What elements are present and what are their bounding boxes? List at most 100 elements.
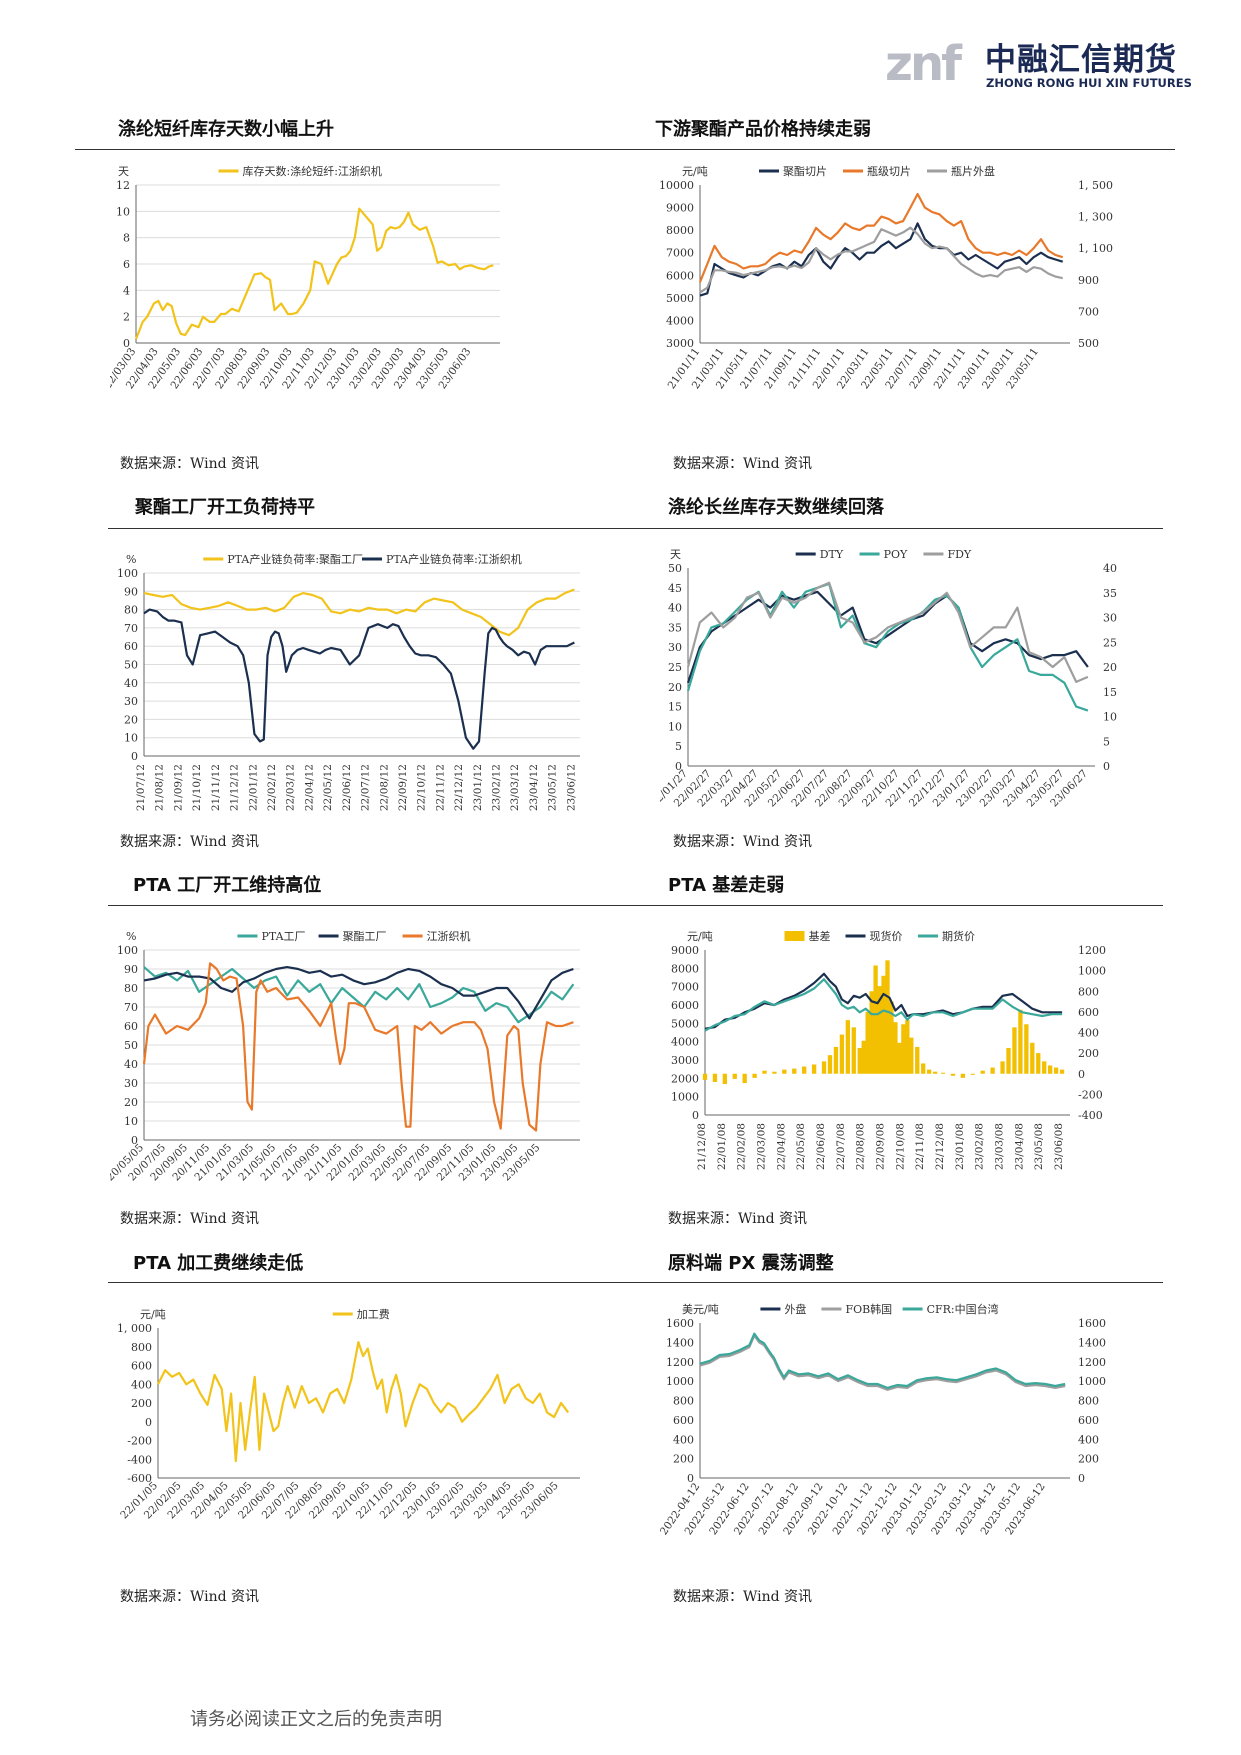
x-tick-label: 22/10/08 [894,1123,906,1170]
x-tick-label: 22/07/12 [360,764,372,811]
y-tick-label: 100 [117,567,138,580]
y2-tick-label: -200 [1078,1088,1103,1101]
y2-tick-label: 500 [1078,337,1099,350]
y-tick-label: 400 [131,1378,152,1391]
y-tick-label: 5000 [666,292,694,305]
basis-bar [865,1011,870,1074]
x-tick-label: 21/07/12 [135,764,147,811]
basis-bar [921,1063,926,1074]
y-tick-label: 2000 [671,1072,699,1085]
basis-bar [927,1069,932,1074]
y-tick-label: 50 [124,659,138,672]
chart-panel: 0 200 400 600 800 1000 1200 1400 1600 0 200 400 600 8… [660,1293,1120,1583]
basis-bar [851,1027,856,1074]
legend-label: CFR:中国台湾 [927,1302,999,1316]
y-tick-label: 50 [124,1039,138,1052]
y2-tick-label: 5 [1103,735,1110,748]
y-tick-label: 20 [668,681,682,694]
y-tick-label: 3000 [671,1054,699,1067]
legend-label: PTA工厂 [261,930,305,943]
y-tick-label: 800 [673,1395,694,1408]
legend-label: 聚酯工厂 [343,930,387,943]
y-tick-label: 1000 [666,1375,694,1388]
basis-bar [940,1072,946,1074]
x-tick-label: 22/04/12 [303,764,315,811]
x-tick-label: 23/03/12 [509,764,521,811]
y-tick-label: -600 [127,1472,152,1485]
y2-tick-label: 1600 [1078,1317,1106,1330]
y-tick-label: 5 [675,740,682,753]
y-unit-label: 元/吨 [687,930,713,943]
series-line [686,581,1089,683]
legend-label: 加工费 [357,1308,390,1321]
series-line [699,1334,1066,1391]
x-tick-label: 22/08/12 [378,764,390,811]
x-tick-label: 23/05/12 [547,764,559,811]
basis-bar [833,1046,839,1074]
y-tick-label: 20 [124,1096,138,1109]
basis-bar [821,1061,827,1074]
x-tick-label: 22/10/12 [416,764,428,811]
basis-bar [885,960,890,1074]
y-unit-label: 元/吨 [140,1308,166,1321]
y-tick-label: 7000 [671,981,699,994]
legend-swatch [784,931,805,941]
y2-tick-label: 600 [1078,1414,1099,1427]
y-tick-label: 6000 [671,999,699,1012]
y-tick-label: 0 [123,337,130,350]
x-tick-label: 22/09/08 [875,1123,887,1170]
basis-bar [1030,1042,1035,1074]
x-tick-label: 22/12/12 [453,764,465,811]
y-tick-label: 10 [124,1115,138,1128]
y-tick-label: 8 [123,232,130,245]
section-title: 涤纶长丝库存天数继续回落 [668,497,884,518]
divider [108,1282,1163,1283]
y-tick-label: 10 [668,720,682,733]
x-tick-label: 22/05/08 [795,1123,807,1170]
x-tick-label: 21/11/12 [210,764,222,811]
chart-panel: 0 5 10 15 20 25 30 35 40 45 50 0 5 10 15 20 25 30 35 40 天 22/… [660,538,1120,828]
legend-label: FDY [947,548,971,561]
x-tick-label: 23/06/12 [565,764,577,811]
y-tick-label: 50 [668,562,682,575]
basis-bar [762,1070,767,1074]
y2-tick-label: 400 [1078,1433,1099,1446]
y-tick-label: 9000 [666,202,694,215]
y-tick-label: 9000 [671,944,699,957]
y2-tick-label: 1000 [1078,965,1106,978]
chart-staple-fiber-inventory: 024681012天22/03/0322/04/0322/05/0322/06/… [110,164,500,391]
x-tick-label: 22/11/12 [434,764,446,811]
y-tick-label: 15 [668,701,682,714]
y-tick-label: 60 [124,1020,138,1033]
y-tick-label: 40 [124,677,138,690]
chart-polyester-prices: 3000 4000 5000 6000 7000 8000 9000 10000 500 700 9… [660,164,1113,391]
basis-bar [1042,1061,1047,1074]
y2-tick-label: 1200 [1078,944,1106,957]
series-line [143,965,574,1020]
y2-tick-label: 200 [1078,1047,1099,1060]
y-tick-label: 30 [668,641,682,654]
basis-bar [901,1024,906,1074]
chart-panel: -600 -400 -200 0 200 400 600 800 1, 000 元/吨 22/01/… [110,1293,590,1583]
basis-bar [827,1055,833,1074]
y-unit-label: 天 [118,165,129,178]
section-title: 原料端 PX 震荡调整 [668,1253,834,1274]
y-tick-label: 6 [123,258,130,271]
y-tick-label: 600 [673,1414,694,1427]
y-tick-label: 80 [124,604,138,617]
y-tick-label: 8000 [666,224,694,237]
data-source: 数据来源：Wind 资讯 [673,456,813,472]
basis-bar [782,1069,787,1074]
basis-bar [990,1067,995,1074]
basis-bar [1012,1027,1017,1074]
basis-bar [905,1020,910,1074]
y2-tick-label: -400 [1078,1109,1103,1122]
basis-bar [802,1066,807,1074]
company-name-en: ZHONG RONG HUI XIN FUTURES [986,76,1192,90]
basis-bar [1006,1047,1011,1074]
data-source: 数据来源：Wind 资讯 [120,456,260,472]
y-tick-label: 70 [124,622,138,635]
y-tick-label: 25 [668,661,682,674]
x-tick-label: 22/06/12 [341,764,353,811]
